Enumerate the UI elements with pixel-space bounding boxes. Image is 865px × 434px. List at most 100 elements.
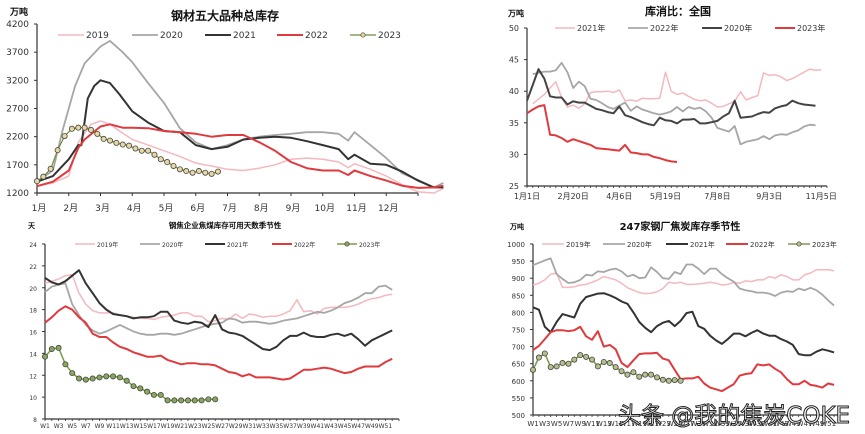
x-tick-label: W9 <box>575 420 586 428</box>
x-tick-label: 1月 <box>32 203 47 214</box>
x-tick-label: 2月20日 <box>558 192 589 201</box>
y-tick-label: 500 <box>512 412 525 420</box>
x-tick-label: W7 <box>563 420 574 428</box>
x-tick-label: W35 <box>726 420 742 428</box>
x-tick-label: W5 <box>551 420 562 428</box>
legend-marker <box>796 241 802 247</box>
data-point <box>594 363 601 370</box>
x-tick-label: 5月 <box>159 203 174 214</box>
y-tick-label: 600 <box>512 378 525 386</box>
x-tick-label: W13 <box>596 420 612 428</box>
data-point <box>107 137 114 144</box>
x-tick-label: W15 <box>608 420 624 428</box>
data-point <box>138 147 145 154</box>
x-tick-label: 11月5日 <box>806 192 837 201</box>
data-point <box>198 397 205 404</box>
y-axis-unit: 万吨 <box>507 8 524 18</box>
chart-coke-inventory-247: 247家钢厂焦炭库存季节性 万吨 500 550 600 650 700 750 800 850 9… <box>430 215 865 434</box>
x-tick-label: 9月 <box>286 203 301 214</box>
watermark: 头条 @我的焦炭COKE <box>617 403 851 430</box>
data-point <box>151 151 158 158</box>
y-tick-label: 20 <box>29 286 37 293</box>
y-tick-label: 650 <box>512 361 525 369</box>
series-line-2021年 <box>532 292 835 357</box>
data-point <box>130 383 137 390</box>
chart-inventory-consumption-ratio: 库消比：全国 万吨 25 30 35 40 45 50 1月1日 2月20日 4月6日 5月19日 7月… <box>430 0 865 215</box>
data-point <box>69 370 76 377</box>
data-point <box>189 169 196 176</box>
x-tick-label: W27 <box>679 420 695 428</box>
data-point <box>535 354 542 361</box>
data-point <box>630 369 637 376</box>
y-tick-label: 900 <box>512 275 525 283</box>
series-line-2020年 <box>526 68 816 127</box>
chart-svg: 钢焦企业焦煤库存可用天数季节性 天 8 10 12 14 16 18 20 22 24 W1 W3 W5 W… <box>28 220 400 430</box>
data-point <box>150 391 157 398</box>
x-tick-label: W19 <box>161 423 175 430</box>
data-point <box>123 377 130 384</box>
data-point <box>119 141 126 148</box>
series-line-2021 <box>36 79 444 189</box>
x-tick-label: W37 <box>738 420 754 428</box>
x-tick-label: W21 <box>643 420 659 428</box>
x-tick-label: 4月6日 <box>606 192 632 201</box>
data-point <box>87 126 94 133</box>
data-point <box>75 124 82 131</box>
x-tick-label: W1 <box>40 423 50 430</box>
data-point <box>571 356 578 363</box>
data-point <box>157 391 164 398</box>
data-point <box>132 145 139 152</box>
x-tick-label: 5月19日 <box>650 192 681 201</box>
data-point <box>208 170 215 177</box>
legend-label: 2019年 <box>97 241 118 249</box>
data-point <box>677 377 684 384</box>
data-point <box>110 373 117 380</box>
x-tick-label: W29 <box>690 420 706 428</box>
y-tick-label: 700 <box>512 344 525 352</box>
x-tick-label: W3 <box>539 420 550 428</box>
x-tick-label: W23 <box>188 423 202 430</box>
data-point <box>96 374 103 381</box>
data-point <box>191 397 198 404</box>
chart-title: 钢材五大品种总库存 <box>171 8 279 23</box>
y-axis-unit: 万吨 <box>509 222 524 231</box>
data-point <box>642 371 649 378</box>
y-tick-label: 35 <box>509 119 519 128</box>
y-axis-unit: 天 <box>28 222 36 230</box>
x-tick-label: W39 <box>749 420 765 428</box>
y-tick-label: 1200 <box>6 189 29 199</box>
x-tick-label: W51 <box>379 423 393 430</box>
data-point <box>176 166 183 173</box>
data-point <box>164 159 171 166</box>
x-tick-label: W13 <box>120 423 134 430</box>
x-tick-label: 1月1日 <box>514 192 540 201</box>
legend-label: 2022年 <box>294 241 315 249</box>
legend-label: 2023年 <box>797 23 825 33</box>
x-tick-label: W11 <box>584 420 600 428</box>
data-point <box>214 168 221 175</box>
data-point <box>178 397 185 404</box>
data-point <box>171 397 178 404</box>
x-tick-label: W9 <box>95 423 105 430</box>
x-tick-label: W25 <box>202 423 216 430</box>
data-point <box>116 374 123 381</box>
data-point <box>48 345 55 352</box>
legend-marker <box>360 32 366 38</box>
data-point <box>636 373 643 380</box>
x-tick-label: W3 <box>54 423 64 430</box>
x-tick-label: W35 <box>270 423 284 430</box>
legend-label: 2021年 <box>227 241 248 249</box>
y-tick-label: 45 <box>509 56 519 65</box>
data-point <box>62 361 69 368</box>
data-point <box>577 352 584 359</box>
series-line-2022年 <box>44 305 393 381</box>
data-point <box>68 125 75 132</box>
y-tick-label: 18 <box>29 308 37 315</box>
data-point <box>40 173 47 180</box>
data-point <box>212 396 219 403</box>
data-point <box>137 385 144 392</box>
y-tick-label: 16 <box>29 330 37 337</box>
data-point <box>583 353 590 360</box>
data-point <box>648 371 655 378</box>
y-tick-label: 750 <box>512 327 525 335</box>
